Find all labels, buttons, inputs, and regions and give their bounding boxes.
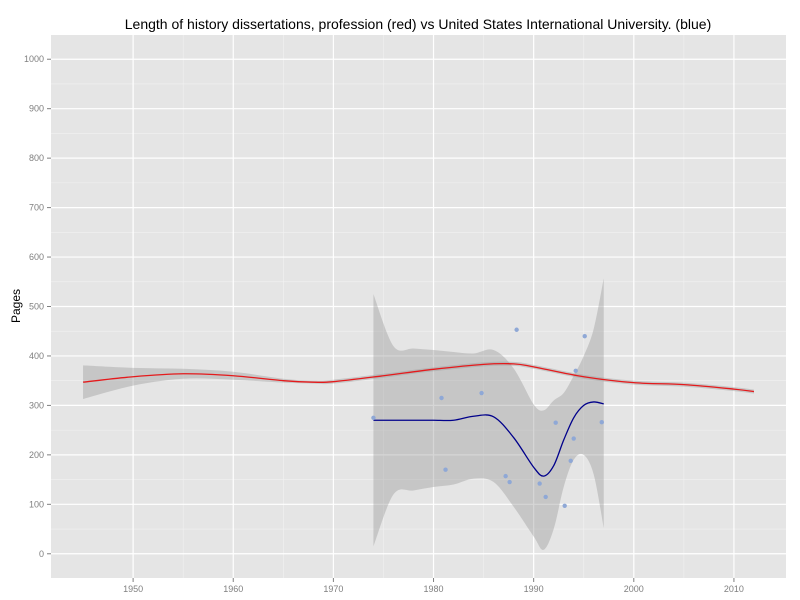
data-point (371, 415, 376, 420)
y-tick-label: 100 (29, 499, 44, 509)
confidence-band-0 (83, 361, 754, 399)
data-point (582, 333, 587, 339)
data-point (573, 368, 578, 373)
data-point (553, 420, 558, 425)
data-points (371, 327, 604, 508)
x-tick-label: 2010 (724, 584, 744, 594)
smooth-line-1 (373, 401, 604, 477)
x-tick-label: 1960 (223, 584, 243, 594)
smooth-lines (82, 362, 755, 477)
data-point (507, 479, 512, 485)
data-point (443, 467, 448, 472)
x-tick-label: 1950 (123, 584, 143, 594)
data-point (479, 390, 484, 396)
x-axis-ticks: 1950 1960 1970 1980 1990 2000 2010 (123, 578, 744, 594)
data-point (537, 481, 542, 486)
x-tick-label: 1990 (524, 584, 544, 594)
y-tick-label: 600 (29, 252, 44, 262)
confidence-band-1 (373, 278, 604, 550)
y-tick-label: 800 (29, 153, 44, 163)
y-tick-label: 900 (29, 104, 44, 114)
x-tick-label: 1980 (424, 584, 444, 594)
data-point (503, 473, 508, 479)
y-tick-label: 500 (29, 302, 44, 312)
data-point (514, 327, 519, 332)
x-tick-label: 2000 (624, 584, 644, 594)
data-point (599, 420, 604, 425)
y-axis-label: Pages (9, 289, 23, 323)
y-tick-label: 1000 (24, 54, 44, 64)
y-tick-label: 300 (29, 400, 44, 410)
grid-minor (51, 35, 786, 578)
confidence-bands (83, 278, 754, 550)
data-point (562, 503, 567, 508)
data-point (568, 458, 573, 463)
y-tick-label: 0 (39, 549, 44, 559)
chart-title: Length of history dissertations, profess… (125, 16, 711, 32)
x-tick-label: 1970 (323, 584, 343, 594)
data-point (571, 436, 576, 441)
y-tick-label: 400 (29, 351, 44, 361)
data-point (543, 494, 548, 500)
y-axis-ticks: 0 100 200 300 400 500 600 700 800 900 1000 (24, 54, 51, 559)
grid-major (51, 35, 786, 578)
data-point (439, 395, 444, 401)
y-tick-label: 700 (29, 203, 44, 213)
smooth-line-0 (82, 362, 755, 393)
y-tick-label: 200 (29, 450, 44, 460)
